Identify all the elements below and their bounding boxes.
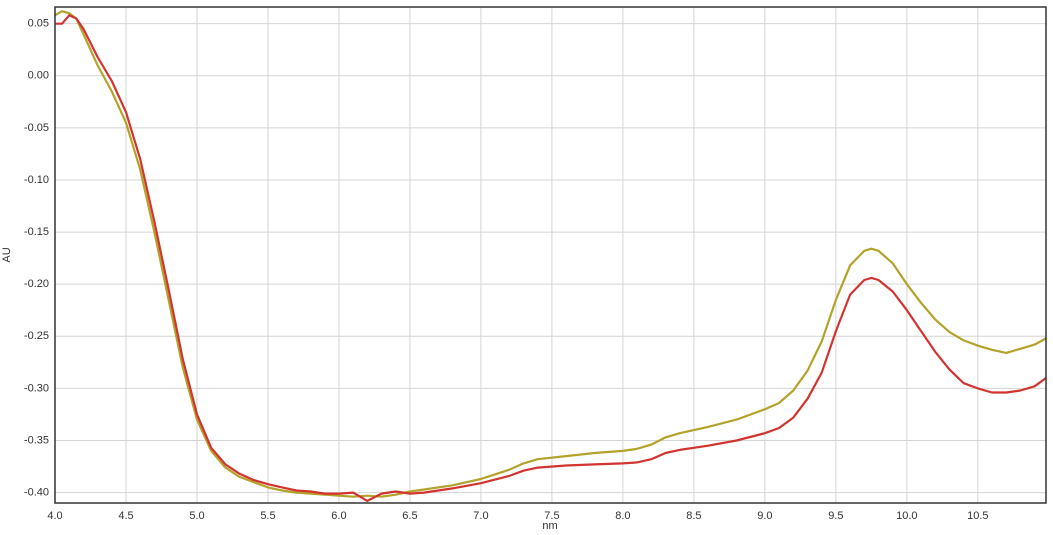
x-tick-label: 8.0	[615, 510, 630, 522]
x-tick-label: 4.5	[118, 510, 133, 522]
y-tick-label: 0.05	[28, 18, 49, 30]
x-tick-label: 6.5	[402, 510, 417, 522]
x-tick-label: 7.0	[473, 510, 488, 522]
y-tick-label: -0.15	[24, 226, 49, 238]
x-tick-label: 8.5	[686, 510, 701, 522]
y-tick-label: -0.10	[24, 174, 49, 186]
x-tick-label: 5.5	[260, 510, 275, 522]
y-tick-label: -0.05	[24, 122, 49, 134]
y-axis-label: AU	[1, 247, 13, 262]
x-tick-label: 10.0	[896, 510, 917, 522]
y-tick-label: -0.40	[24, 486, 49, 498]
y-tick-label: -0.25	[24, 330, 49, 342]
data-line	[54, 10, 1047, 498]
plot-frame	[54, 6, 1047, 504]
y-tick-label: -0.30	[24, 382, 49, 394]
x-tick-label: 5.0	[189, 510, 204, 522]
x-tick-label: 4.0	[47, 510, 62, 522]
y-tick-label: -0.35	[24, 434, 49, 446]
y-tick-label: -0.20	[24, 278, 49, 290]
x-axis-label: nm	[542, 520, 557, 532]
data-line	[55, 14, 1047, 502]
x-tick-label: 6.0	[331, 510, 346, 522]
y-tick-label: 0.00	[28, 70, 49, 82]
x-tick-label: 9.0	[757, 510, 772, 522]
x-tick-label: 10.5	[967, 510, 988, 522]
x-tick-label: 7.5	[544, 510, 559, 522]
x-tick-label: 9.5	[828, 510, 843, 522]
